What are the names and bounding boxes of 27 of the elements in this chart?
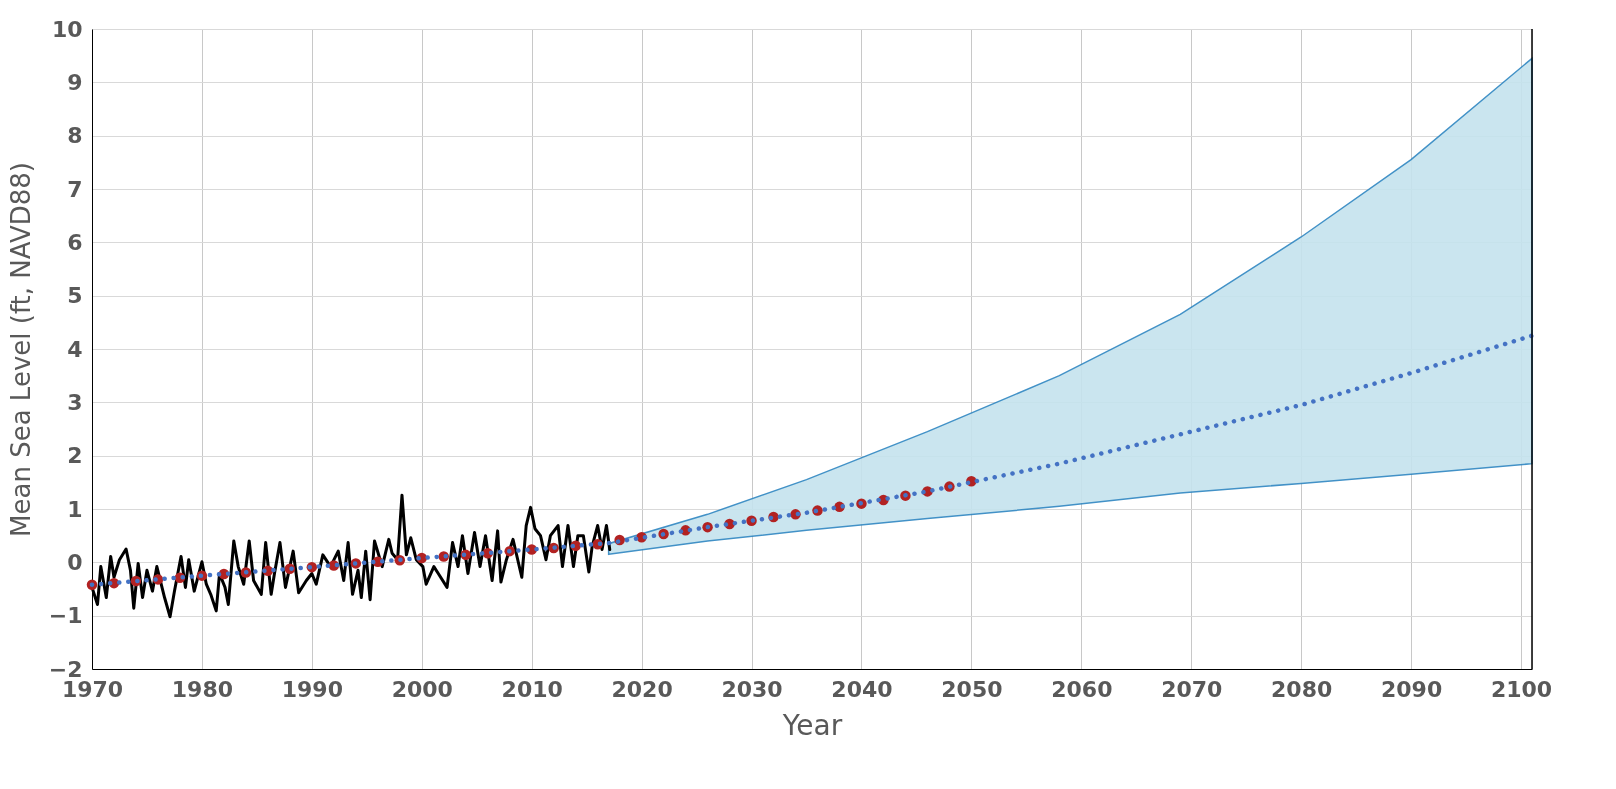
x-axis-title: Year (781, 708, 843, 742)
y-axis-title: Mean Sea Level (ft, NAVD88) (5, 162, 36, 537)
y-tick-label: 3 (67, 389, 83, 415)
x-tick-label: 1980 (171, 676, 234, 702)
x-tick-label: 2060 (1051, 676, 1113, 702)
y-tick-label: 5 (67, 283, 83, 309)
x-tick-label: 2020 (611, 676, 673, 702)
y-tick-label: 4 (67, 336, 83, 362)
y-tick-label: 10 (51, 16, 83, 42)
x-tick-label: 2090 (1380, 676, 1443, 702)
y-tick-label: 1 (67, 496, 83, 522)
x-tick-label: 2030 (721, 676, 783, 702)
y-tick-label: 9 (67, 69, 83, 95)
y-tick-label: 6 (67, 229, 83, 255)
y-tick-label: −1 (48, 603, 83, 629)
y-tick-label: 7 (67, 176, 83, 202)
x-tick-label: 2010 (501, 676, 563, 702)
x-tick-label: 2050 (941, 676, 1003, 702)
x-tick-label: 1990 (281, 676, 343, 702)
y-tick-label: 2 (67, 443, 83, 469)
x-tick-label: 2080 (1271, 676, 1333, 702)
y-tick-label: 0 (67, 549, 83, 575)
x-tick-label: 2000 (391, 676, 453, 702)
x-tick-label: 2070 (1161, 676, 1223, 702)
y-tick-label: 8 (67, 123, 83, 149)
x-tick-label: 2040 (831, 676, 893, 702)
x-tick-label: 2100 (1490, 676, 1553, 702)
